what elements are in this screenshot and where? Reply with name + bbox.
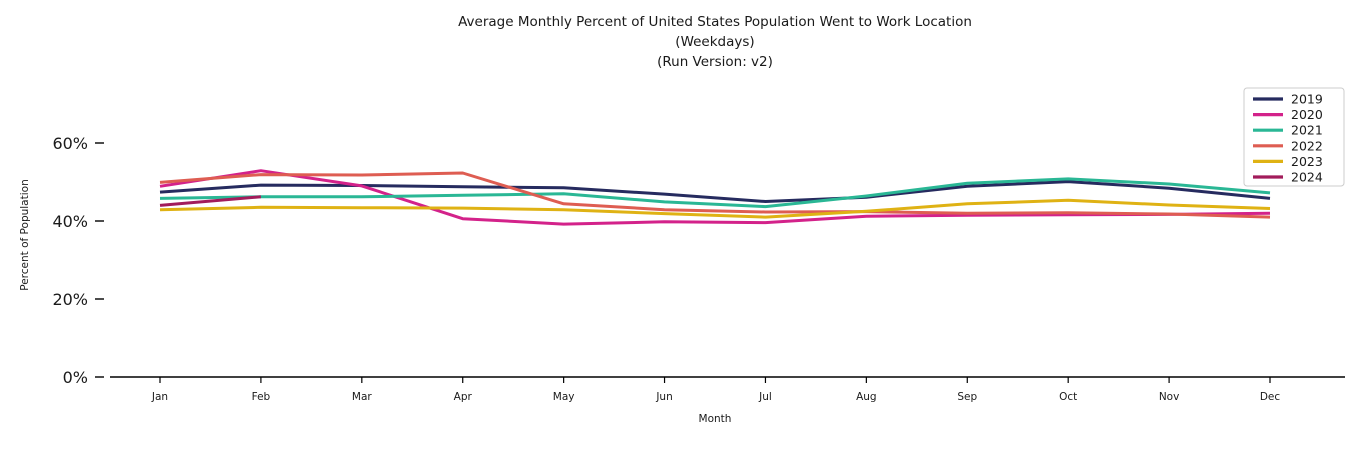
- x-tick-label: Sep: [957, 391, 977, 403]
- y-tick-label: 60%: [52, 134, 88, 153]
- series-line-2020: [159, 169, 1271, 226]
- legend-label-2022: 2022: [1291, 138, 1323, 153]
- legend-label-2024: 2024: [1291, 170, 1323, 185]
- legend-label-2019: 2019: [1291, 92, 1323, 107]
- y-tick-label: 20%: [52, 290, 88, 309]
- chart-title: Average Monthly Percent of United States…: [458, 12, 972, 72]
- x-tick-label: Aug: [856, 391, 877, 403]
- series-line-2019: [159, 180, 1271, 203]
- legend-label-2021: 2021: [1291, 123, 1323, 138]
- y-tick-label: 40%: [52, 212, 88, 231]
- x-tick-label: Oct: [1059, 391, 1077, 403]
- chart-title-line-2: (Weekdays): [675, 34, 755, 50]
- x-tick-label: Feb: [252, 391, 271, 403]
- chart-title-line-3: (Run Version: v2): [657, 54, 773, 70]
- x-tick-label: Dec: [1260, 391, 1281, 403]
- x-tick-label: Jul: [758, 391, 772, 403]
- legend-label-2023: 2023: [1291, 154, 1323, 169]
- y-tick-label: 0%: [63, 368, 88, 387]
- x-tick-label: Apr: [454, 391, 473, 403]
- series-line-2021: [159, 177, 1271, 209]
- series-line-2023: [159, 198, 1271, 219]
- series-line-2024: [159, 195, 262, 207]
- x-axis-label: Month: [698, 413, 732, 425]
- x-tick-label: May: [553, 391, 575, 403]
- x-tick-label: Jan: [151, 391, 168, 403]
- x-tick-label: Nov: [1159, 391, 1180, 403]
- x-tick-label: Jun: [655, 391, 672, 403]
- legend-label-2020: 2020: [1291, 107, 1323, 122]
- series-line-2022: [159, 171, 1271, 219]
- chart-title-line-1: Average Monthly Percent of United States…: [458, 14, 972, 30]
- x-tick-label: Mar: [352, 391, 372, 403]
